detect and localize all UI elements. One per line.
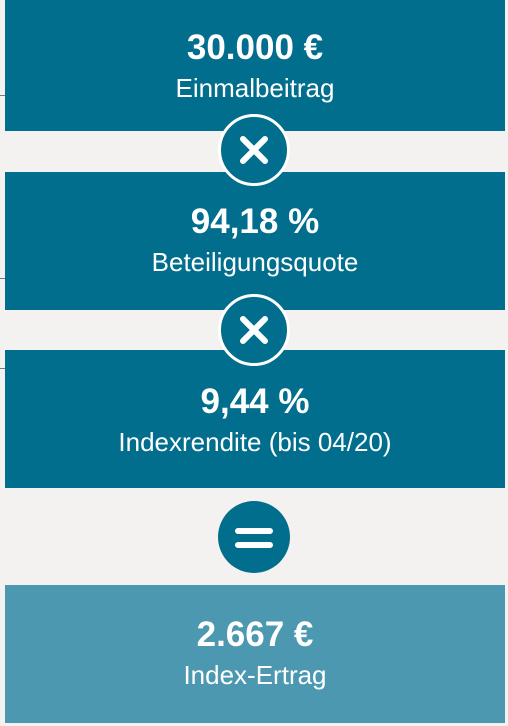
box-value: 2.667 € <box>196 615 314 654</box>
box-label: Index-Ertrag <box>183 660 327 690</box>
equals-icon <box>218 501 290 573</box>
equals-glyph <box>235 528 273 548</box>
amount-box: 30.000 € Einmalbeitrag <box>5 0 505 131</box>
edge-line <box>0 368 5 369</box>
box-value: 94,18 % <box>190 202 320 241</box>
quota-box: 94,18 % Beteiligungsquote <box>5 172 505 310</box>
result-box: 2.667 € Index-Ertrag <box>5 585 505 723</box>
multiply-icon <box>218 294 290 366</box>
edge-line <box>0 278 5 279</box>
edge-line <box>0 95 5 96</box>
box-value: 9,44 % <box>200 382 310 421</box>
box-value: 30.000 € <box>186 28 324 67</box>
box-label: Beteiligungsquote <box>151 247 359 277</box>
return-box: 9,44 % Indexrendite (bis 04/20) <box>5 350 505 488</box>
multiply-glyph <box>240 136 268 164</box>
box-label: Einmalbeitrag <box>175 73 335 103</box>
multiply-icon <box>218 114 290 186</box>
box-label: Indexrendite (bis 04/20) <box>118 427 392 457</box>
multiply-glyph <box>240 316 268 344</box>
